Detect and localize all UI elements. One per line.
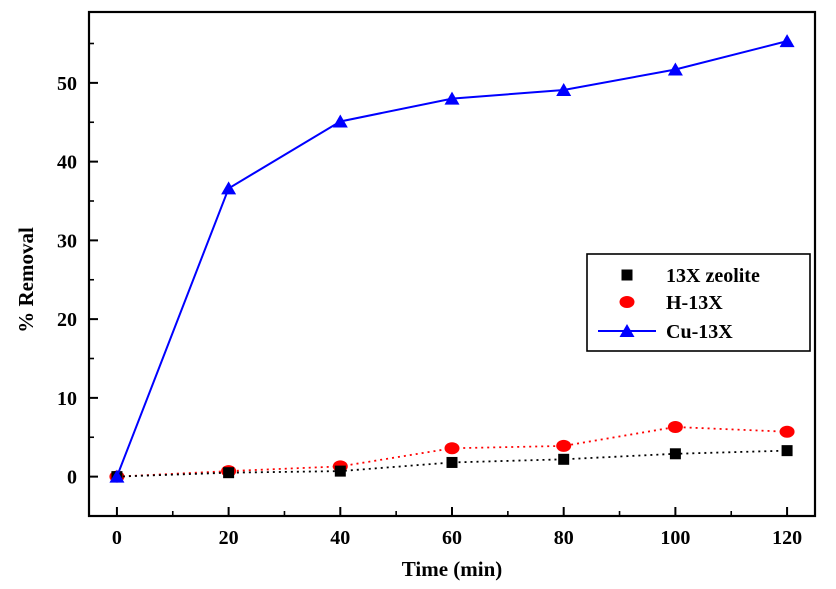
data-point <box>779 425 795 438</box>
data-point <box>109 469 125 483</box>
legend-label: Cu-13X <box>666 321 733 343</box>
data-point <box>334 465 346 477</box>
ticks-layer: 0 20 40 60 80 100 120 0 10 20 30 40 50 <box>57 42 802 549</box>
data-point <box>667 62 683 76</box>
x-tick-label: 120 <box>772 527 802 549</box>
data-point <box>558 453 570 465</box>
x-tick-label: 80 <box>554 527 574 549</box>
legend-label: 13X zeolite <box>666 265 760 287</box>
data-point <box>223 467 235 479</box>
y-axis-title: % Removal <box>14 227 38 333</box>
series-1 <box>109 421 795 483</box>
series-layer <box>109 34 795 483</box>
data-point <box>669 448 681 460</box>
x-axis-title: Time (min) <box>402 557 503 581</box>
y-tick-label: 40 <box>57 152 77 174</box>
data-point <box>779 34 795 48</box>
x-tick-label: 20 <box>219 527 239 549</box>
data-point <box>556 82 572 96</box>
legend-marker <box>621 269 633 281</box>
x-tick-label: 0 <box>112 527 122 549</box>
legend-label: H-13X <box>666 292 723 314</box>
data-point <box>444 91 460 105</box>
y-tick-label: 10 <box>57 388 77 410</box>
y-tick-label: 30 <box>57 230 77 252</box>
y-tick-label: 0 <box>67 467 77 489</box>
legend-marker <box>619 296 635 308</box>
data-point <box>556 439 572 452</box>
data-point <box>221 181 237 195</box>
data-point <box>667 421 683 434</box>
data-point <box>446 456 458 468</box>
data-point <box>444 442 460 455</box>
data-point <box>781 445 793 457</box>
legend: 13X zeolite H-13X Cu-13X <box>586 253 811 352</box>
y-tick-label: 50 <box>57 73 77 95</box>
y-tick-label: 20 <box>57 309 77 331</box>
legend-marker <box>619 324 635 337</box>
x-tick-label: 100 <box>660 527 690 549</box>
x-tick-label: 40 <box>330 527 350 549</box>
x-tick-label: 60 <box>442 527 462 549</box>
series-2 <box>109 34 795 483</box>
data-point <box>332 114 348 128</box>
